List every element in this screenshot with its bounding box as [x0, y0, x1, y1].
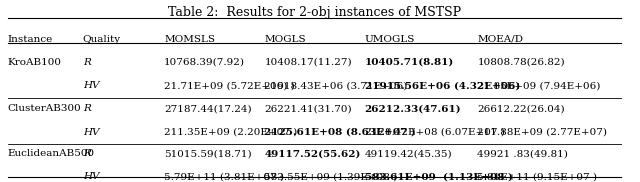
Text: KroAB100: KroAB100: [8, 58, 61, 67]
Text: EuclideanAB500: EuclideanAB500: [8, 149, 95, 158]
Text: 26612.22(26.04): 26612.22(26.04): [477, 104, 565, 113]
Text: MOMSLS: MOMSLS: [164, 35, 215, 44]
Text: 211.35E+09 (2.20E+07 ): 211.35E+09 (2.20E+07 ): [164, 128, 298, 136]
Text: 5.81E+11 (9.15E+07 ): 5.81E+11 (9.15E+07 ): [477, 172, 597, 181]
Text: HV: HV: [83, 81, 99, 90]
Text: MOEA/D: MOEA/D: [477, 35, 524, 44]
Text: 26221.41(31.70): 26221.41(31.70): [264, 104, 352, 113]
Text: 10808.78(26.82): 10808.78(26.82): [477, 58, 565, 67]
Text: HV: HV: [83, 128, 99, 136]
Text: Table 2:  Results for 2-obj instances of MSTSP: Table 2: Results for 2-obj instances of …: [168, 6, 461, 19]
Text: 27187.44(17.24): 27187.44(17.24): [164, 104, 252, 113]
Text: 2128.42E+08 (6.07E+07 ): 2128.42E+08 (6.07E+07 ): [365, 128, 504, 136]
Text: 49117.52(55.62): 49117.52(55.62): [264, 149, 361, 158]
Text: 21.71E+09 (5.72E+06) ): 21.71E+09 (5.72E+06) ): [164, 81, 295, 90]
Text: HV: HV: [83, 172, 99, 181]
Text: UMOGLS: UMOGLS: [365, 35, 415, 44]
Text: Instance: Instance: [8, 35, 53, 44]
Text: 211.88E+09 (2.77E+07): 211.88E+09 (2.77E+07): [477, 128, 607, 136]
Text: 21915.56E+06 (4.32E+06): 21915.56E+06 (4.32E+06): [365, 81, 520, 90]
Text: 583.61E+09  (1.13E+08 ): 583.61E+09 (1.13E+08 ): [365, 172, 513, 181]
Text: R: R: [83, 104, 91, 113]
Text: 583.55E+09 (1.39E+08 ): 583.55E+09 (1.39E+08 ): [264, 172, 397, 181]
Text: 10408.17(11.27): 10408.17(11.27): [264, 58, 352, 67]
Text: 21.85E+09 (7.94E+06): 21.85E+09 (7.94E+06): [477, 81, 601, 90]
Text: 51015.59(18.71): 51015.59(18.71): [164, 149, 252, 158]
Text: 5.79E+11 (3.81E+07 ): 5.79E+11 (3.81E+07 ): [164, 172, 284, 181]
Text: MOGLS: MOGLS: [264, 35, 306, 44]
Text: 49921 .83(49.81): 49921 .83(49.81): [477, 149, 568, 158]
Text: 10768.39(7.92): 10768.39(7.92): [164, 58, 245, 67]
Text: 2125.61E+08 (8.63E+07 ): 2125.61E+08 (8.63E+07 ): [264, 128, 416, 136]
Text: 49119.42(45.35): 49119.42(45.35): [365, 149, 452, 158]
Text: R: R: [83, 149, 91, 158]
Text: 21918.43E+06 (3.71E+06): 21918.43E+06 (3.71E+06): [264, 81, 408, 90]
Text: 10405.71(8.81): 10405.71(8.81): [365, 58, 454, 67]
Text: Quality: Quality: [83, 35, 121, 44]
Text: R: R: [83, 58, 91, 67]
Text: ClusterAB300: ClusterAB300: [8, 104, 81, 113]
Text: 26212.33(47.61): 26212.33(47.61): [365, 104, 461, 113]
